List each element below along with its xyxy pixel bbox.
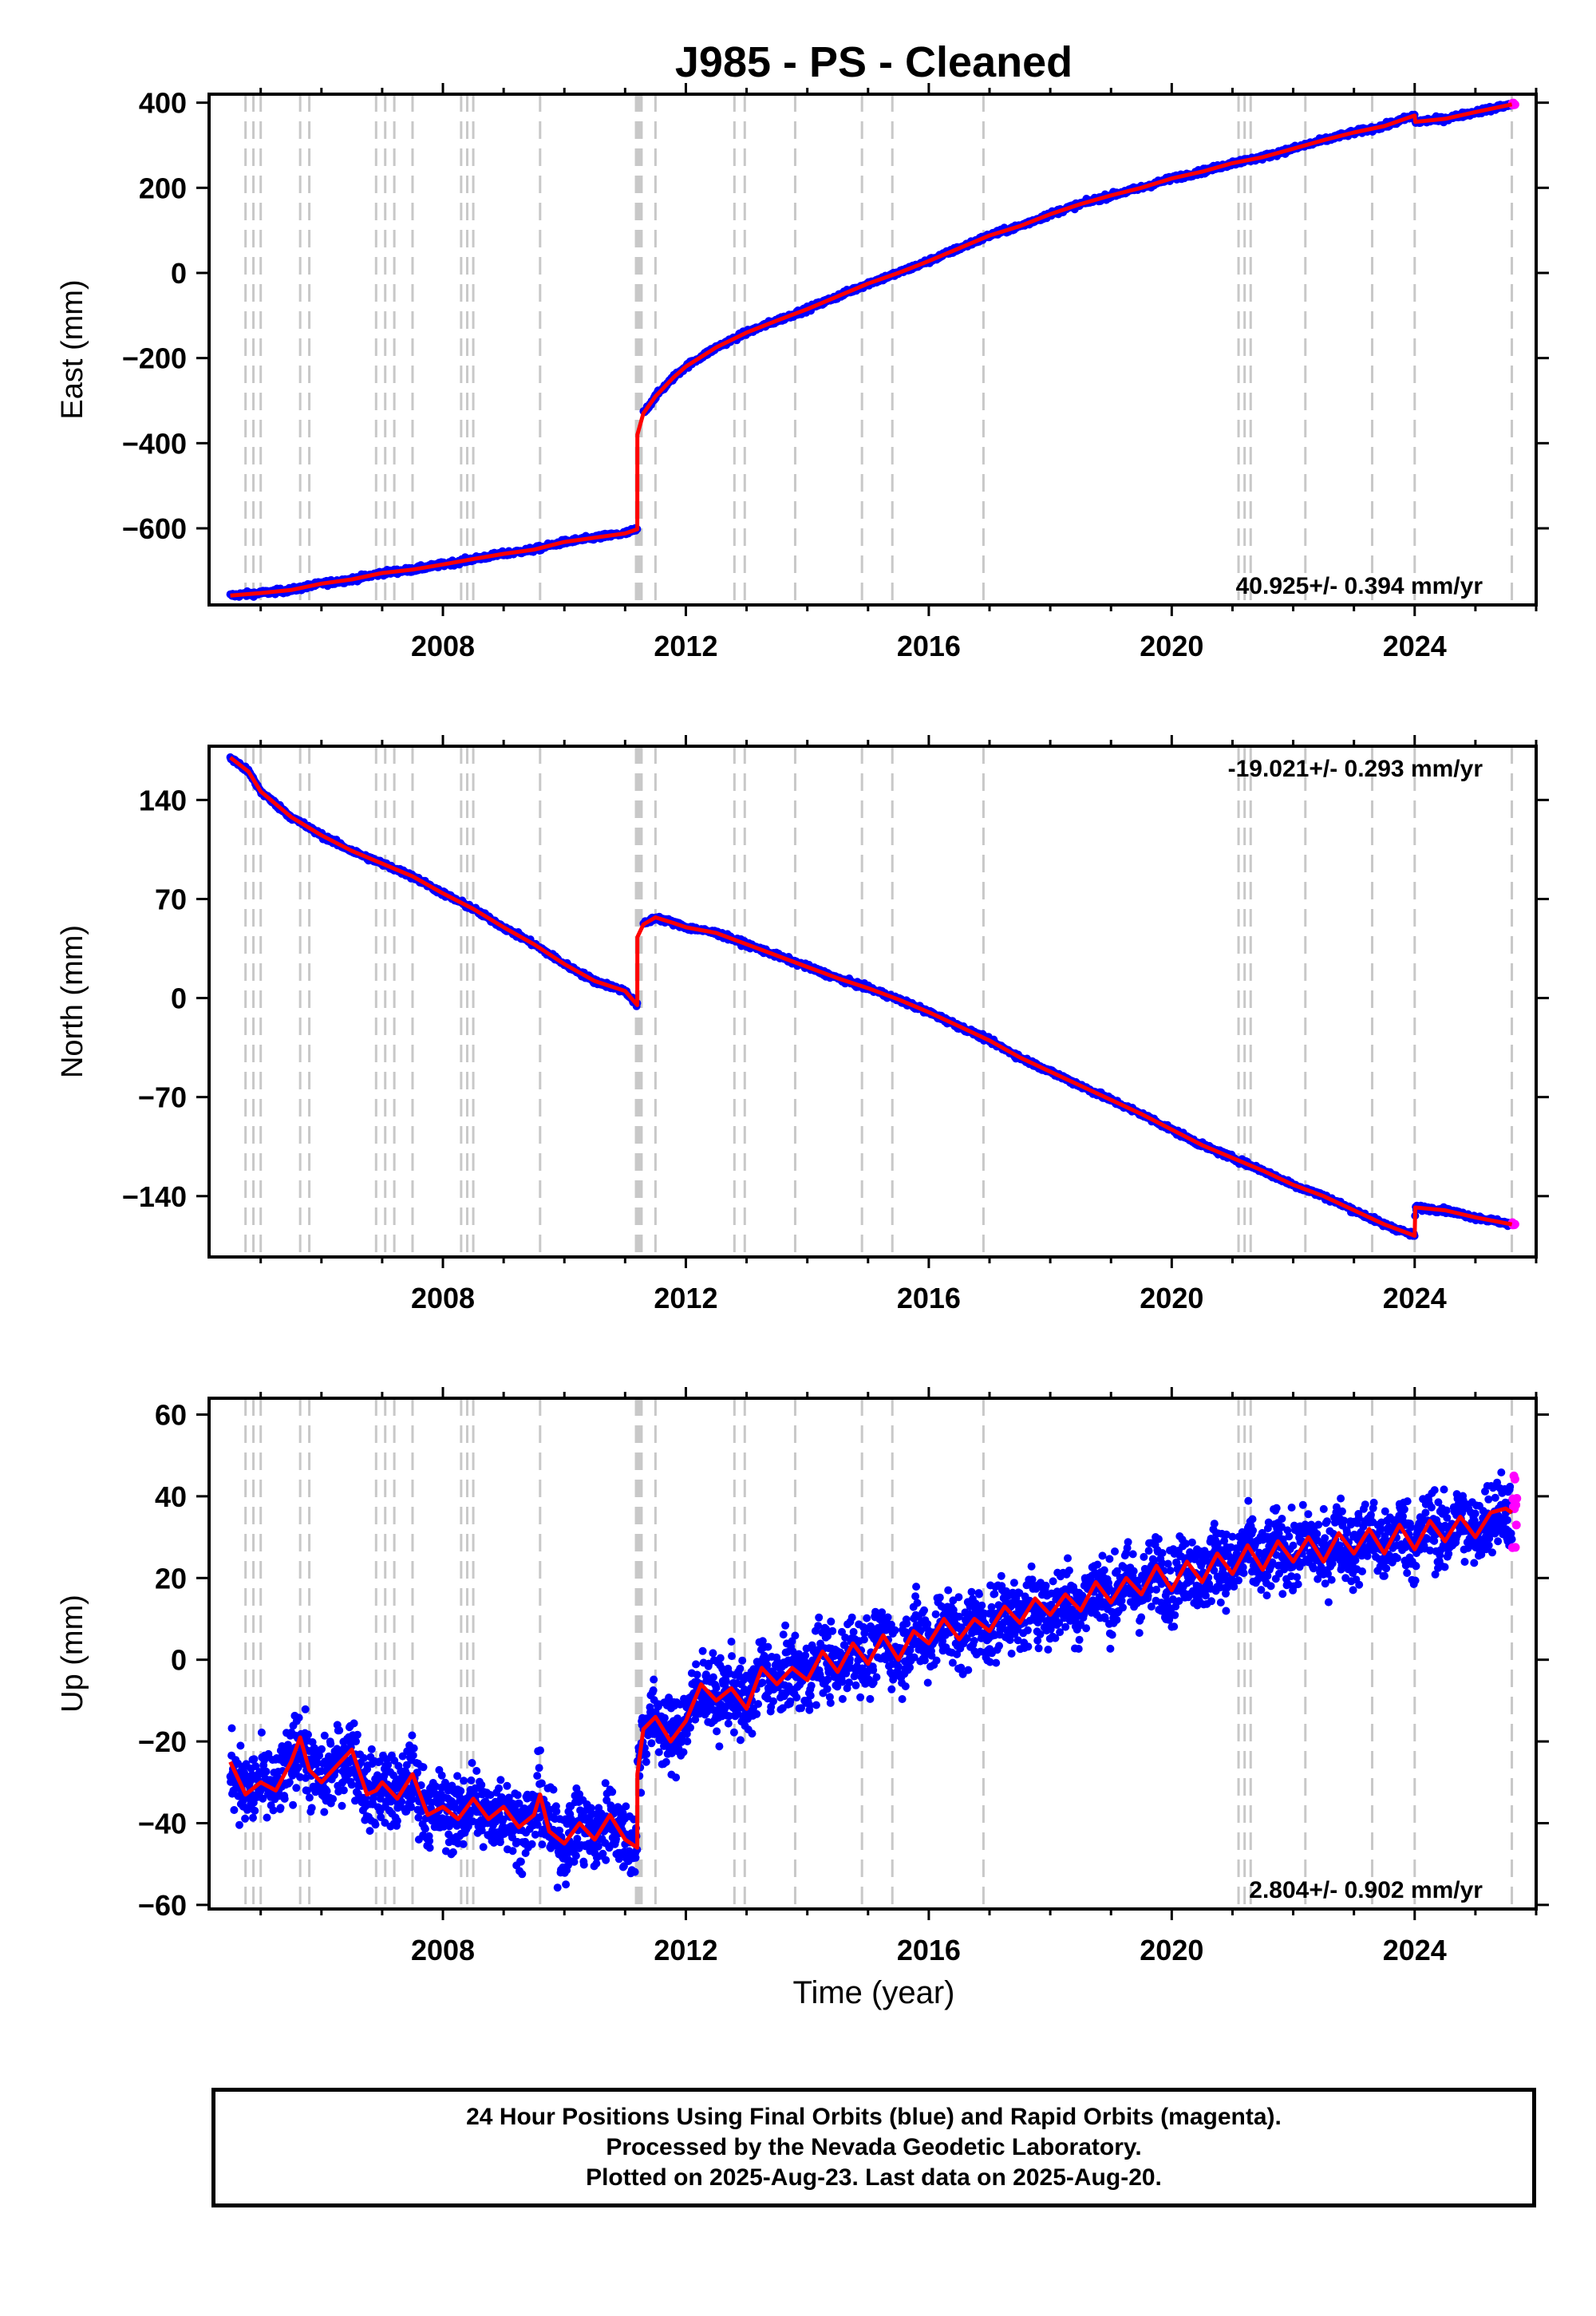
y-axis-label: North (mm): [56, 925, 89, 1078]
y-tick-label: 140: [139, 784, 187, 816]
y-tick-label: −200: [122, 342, 187, 375]
x-axis-label: Time (year): [793, 1975, 955, 2010]
y-tick-label: −600: [122, 512, 187, 545]
y-tick-label: 60: [155, 1398, 187, 1431]
plot-area: [226, 94, 1519, 605]
rapid-orbit-points: [1507, 1471, 1522, 1552]
x-tick-label: 2020: [1140, 1934, 1203, 1966]
y-tick-label: 0: [171, 982, 187, 1015]
y-tick-label: −140: [122, 1180, 187, 1213]
y-tick-label: 400: [139, 87, 187, 120]
rate-label: 2.804+/- 0.902 mm/yr: [1249, 1877, 1483, 1903]
north-panel: 2008 2012 2016 2020 2024 −140 −70 0 70 140 North (…: [56, 735, 1549, 1314]
y-tick-label: 70: [155, 883, 187, 915]
plot-frame: [207, 93, 1538, 607]
x-tick-label: 2016: [897, 630, 961, 662]
y-tick-label: 20: [155, 1562, 187, 1595]
caption-line-3: Plotted on 2025-Aug-23. Last data on 202…: [586, 2164, 1162, 2191]
model-line: [229, 756, 1513, 1238]
x-tick-label: 2012: [654, 630, 717, 662]
model-line: [230, 102, 1513, 598]
y-tick-label: −20: [138, 1725, 187, 1758]
caption-line-1: 24 Hour Positions Using Final Orbits (bl…: [466, 2104, 1282, 2130]
y-tick-label: −60: [138, 1889, 187, 1922]
x-tick-label: 2020: [1140, 630, 1203, 662]
plot-area: [226, 746, 1519, 1257]
rapid-orbit-points: [1507, 1218, 1519, 1230]
y-axis-label: East (mm): [56, 279, 89, 419]
x-tick-label: 2008: [411, 1934, 475, 1966]
final-orbit-points: [226, 1468, 1516, 1892]
y-tick-label: 200: [139, 172, 187, 204]
y-tick-label: 0: [171, 1644, 187, 1677]
x-tick-label: 2012: [654, 1934, 717, 1966]
model-line: [228, 1506, 1513, 1850]
x-tick-label: 2020: [1140, 1282, 1203, 1314]
plot-area: [226, 1398, 1522, 1909]
x-tick-label: 2024: [1383, 1934, 1447, 1966]
x-tick-label: 2012: [654, 1282, 717, 1314]
x-tick-label: 2016: [897, 1282, 961, 1314]
plot-frame: [207, 1397, 1538, 1911]
y-axis-label: Up (mm): [56, 1595, 89, 1713]
final-orbit-points: [226, 99, 1516, 601]
x-tick-label: 2008: [411, 630, 475, 662]
y-tick-label: −400: [122, 427, 187, 460]
figure-title: J985 - PS - Cleaned: [675, 38, 1073, 86]
caption-box: 24 Hour Positions Using Final Orbits (bl…: [211, 2088, 1536, 2207]
east-panel: 2008 2012 2016 2020 2024 −600 −400 −200 0 200 400 E…: [56, 83, 1549, 662]
y-tick-label: 40: [155, 1480, 187, 1513]
x-tick-label: 2016: [897, 1934, 961, 1966]
caption-line-2: Processed by the Nevada Geodetic Laborat…: [606, 2134, 1142, 2160]
final-orbit-points: [226, 753, 1516, 1240]
rate-label: 40.925+/- 0.394 mm/yr: [1236, 573, 1483, 599]
y-tick-label: −70: [138, 1081, 187, 1114]
x-tick-label: 2024: [1383, 630, 1447, 662]
x-tick-label: 2024: [1383, 1282, 1447, 1314]
x-tick-label: 2008: [411, 1282, 475, 1314]
plot-frame: [207, 745, 1538, 1259]
up-panel: 2008 2012 2016 2020 2024 −60 −40 −20 0 20 40 60 Up (…: [56, 1387, 1549, 1966]
y-tick-label: −40: [138, 1807, 187, 1840]
y-tick-label: 0: [171, 257, 187, 290]
rapid-orbit-points: [1507, 98, 1519, 109]
rate-label: -19.021+/- 0.293 mm/yr: [1228, 756, 1483, 782]
